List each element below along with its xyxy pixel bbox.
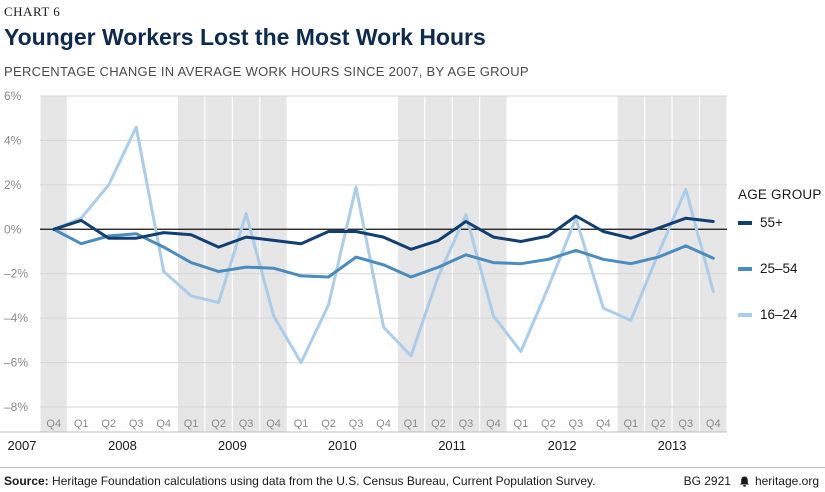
x-tick-quarter: Q2	[541, 418, 556, 430]
y-tick-label: 4%	[4, 133, 22, 147]
x-tick-quarter: Q3	[349, 418, 364, 430]
legend-swatch-25-54	[738, 266, 752, 271]
footer-divider	[0, 467, 825, 468]
source-note: Source: Heritage Foundation calculations…	[4, 474, 595, 488]
x-tick-quarter: Q2	[431, 418, 446, 430]
x-tick-year: 2008	[108, 438, 137, 453]
legend: AGE GROUP 55+ 25–54 16–24	[738, 187, 824, 352]
legend-item-55plus: 55+	[738, 214, 824, 231]
y-axis-ticks: 6% 4% 2% 0% –2% –4% –6% –8%	[4, 89, 28, 414]
legend-label-16-24: 16–24	[760, 307, 798, 322]
x-tick-quarter: Q1	[294, 418, 309, 430]
y-tick-label: –4%	[4, 311, 28, 325]
chart-title: Younger Workers Lost the Most Work Hours	[4, 24, 486, 50]
legend-label-25-54: 25–54	[760, 261, 798, 276]
x-tick-quarter: Q2	[651, 418, 666, 430]
y-tick-label: –6%	[4, 356, 28, 370]
x-tick-year: 2013	[658, 438, 687, 453]
legend-item-25-54: 25–54	[738, 260, 824, 277]
x-tick-quarter: Q3	[569, 418, 584, 430]
series-line-16-24	[52, 125, 715, 365]
x-tick-year: 2010	[328, 438, 357, 453]
x-tick-quarter: Q4	[46, 418, 61, 430]
x-axis-ticks: Q4 Q1 Q2 Q3 Q4 Q1 Q2 Q3 Q4 Q1 Q2 Q3 Q4 Q1 Q2 Q3 Q4 Q1 Q2 Q3…	[0, 418, 727, 453]
x-tick-quarter: Q4	[266, 418, 281, 430]
x-tick-quarter: Q3	[239, 418, 254, 430]
x-tick-quarter: Q1	[623, 418, 638, 430]
y-tick-label: 0%	[4, 222, 22, 236]
y-tick-label: 2%	[4, 178, 22, 192]
x-tick-quarter: Q2	[101, 418, 116, 430]
x-tick-quarter: Q4	[706, 418, 721, 430]
y-tick-label: –2%	[4, 267, 28, 281]
legend-swatch-16-24	[738, 312, 752, 317]
legend-swatch-55plus	[738, 220, 752, 225]
x-tick-quarter: Q4	[376, 418, 391, 430]
series-lines	[52, 125, 715, 365]
legend-label-55plus: 55+	[760, 215, 783, 230]
x-tick-quarter: Q4	[486, 418, 501, 430]
source-label: Source:	[4, 474, 49, 488]
series-line-25-54	[52, 227, 715, 279]
x-tick-quarter: Q4	[156, 418, 171, 430]
chart-number: CHART 6	[4, 4, 61, 19]
x-tick-quarter: Q2	[321, 418, 336, 430]
x-tick-quarter: Q2	[211, 418, 226, 430]
x-tick-quarter: Q1	[74, 418, 89, 430]
x-tick-quarter: Q3	[678, 418, 693, 430]
year-band-2007	[40, 96, 68, 432]
legend-item-16-24: 16–24	[738, 306, 824, 323]
x-tick-year: 2011	[438, 438, 466, 453]
y-tick-label: –8%	[4, 400, 28, 414]
x-tick-year: 2007	[8, 438, 37, 453]
x-tick-quarter: Q1	[514, 418, 529, 430]
source-text: Heritage Foundation calculations using d…	[52, 474, 596, 488]
series-line-55plus	[52, 214, 715, 251]
bell-icon	[739, 476, 749, 487]
site-name: heritage.org	[754, 474, 819, 488]
line-chart: 6%4%2%0%–2%–4%–6%–8% Q4 Q1 Q2 Q3 Q4 Q1 Q2 Q3 Q4 Q…	[0, 89, 728, 453]
x-tick-year: 2012	[548, 438, 577, 453]
x-tick-quarter: Q1	[184, 418, 199, 430]
x-tick-quarter: Q3	[459, 418, 474, 430]
legend-title: AGE GROUP	[738, 187, 822, 202]
y-tick-label: 6%	[4, 89, 22, 103]
x-tick-quarter: Q4	[596, 418, 611, 430]
report-id: BG 2921	[683, 474, 731, 488]
x-tick-quarter: Q1	[404, 418, 419, 430]
x-tick-year: 2009	[218, 438, 247, 453]
brand: BG 2921 heritage.org	[684, 474, 819, 488]
chart-subtitle: PERCENTAGE CHANGE IN AVERAGE WORK HOURS …	[4, 64, 529, 79]
x-tick-quarter: Q3	[129, 418, 144, 430]
